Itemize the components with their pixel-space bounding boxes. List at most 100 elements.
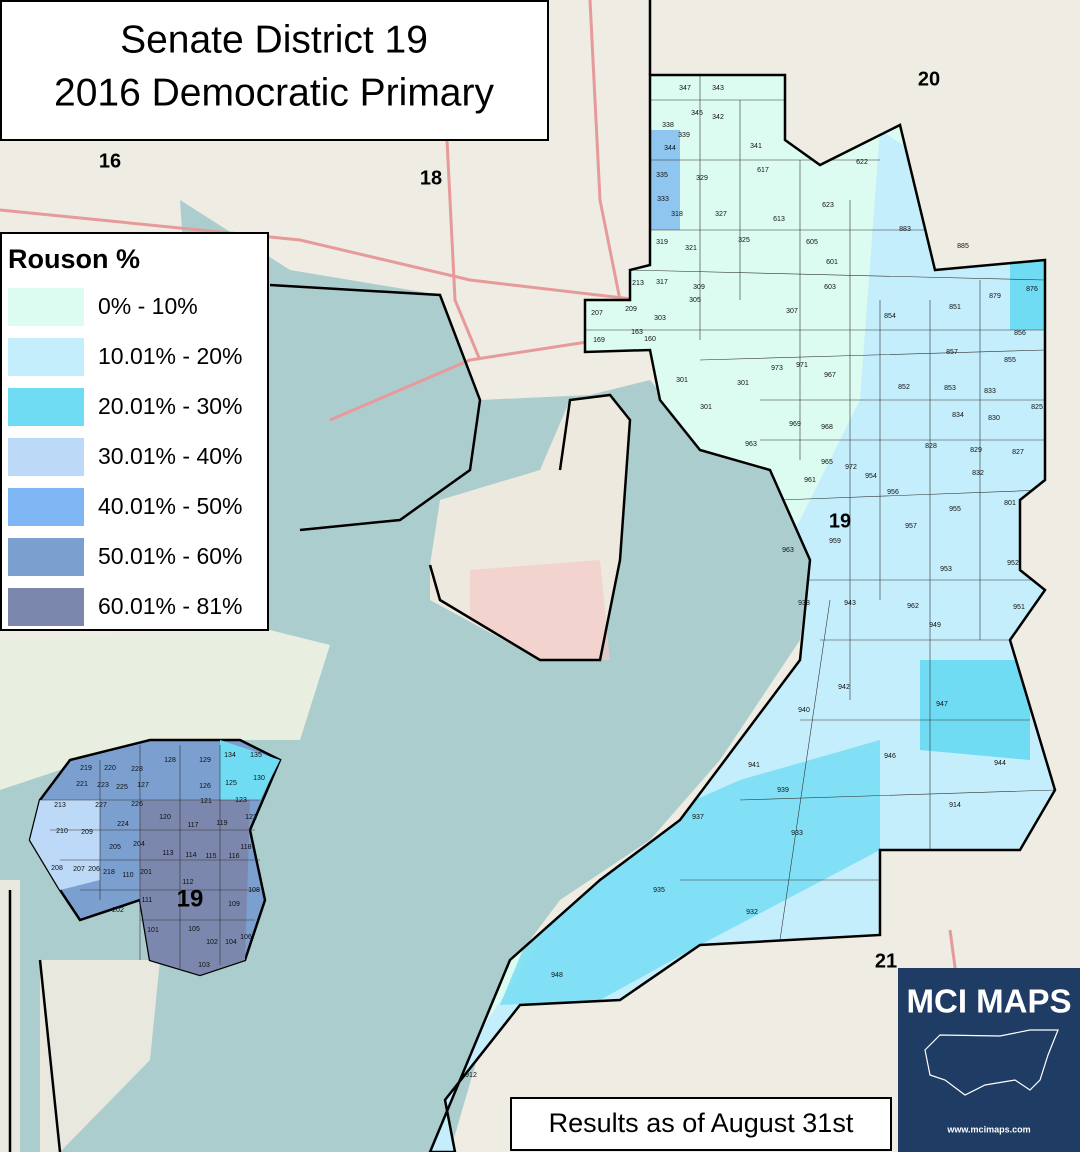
precinct-label: 106 [240, 934, 252, 941]
district-label: 20 [918, 68, 940, 90]
precinct-label: 971 [796, 362, 808, 369]
precinct-label: 832 [972, 470, 984, 477]
district-label: 18 [420, 167, 442, 189]
precinct-lines [40, 745, 260, 970]
precinct-label: 885 [957, 243, 969, 250]
precinct-label: 207 [591, 310, 603, 317]
precinct-label: 307 [786, 308, 798, 315]
precinct-label: 617 [757, 167, 769, 174]
title-box [0, 0, 549, 141]
precinct-label: 224 [117, 821, 129, 828]
precinct-label: 202 [112, 907, 124, 914]
title: Senate District 19 [120, 18, 428, 61]
precinct-label: 828 [925, 443, 937, 450]
precinct-label: 121 [200, 798, 212, 805]
legend-label: 10.01% - 20% [98, 343, 242, 369]
precinct-label: 111 [142, 897, 153, 904]
precinct-label: 134 [224, 752, 236, 759]
legend-label: 30.01% - 40% [98, 443, 242, 469]
precinct-label: 129 [199, 757, 211, 764]
footer-box [510, 1097, 892, 1151]
precinct-label: 962 [907, 603, 919, 610]
precinct-label: 126 [199, 783, 211, 790]
precinct-label: 305 [689, 297, 701, 304]
precinct-label: 123 [235, 797, 247, 804]
logo-name: MCI MAPS [907, 983, 1072, 1020]
precinct-label: 130 [253, 775, 265, 782]
precinct-label: 125 [225, 780, 237, 787]
precinct-label: 317 [656, 279, 668, 286]
precinct-label: 603 [824, 284, 836, 291]
logo-box [898, 968, 1080, 1152]
precinct-label: 932 [746, 909, 758, 916]
precinct-label: 952 [1007, 560, 1019, 567]
precinct-label: 943 [844, 600, 856, 607]
precinct-label: 119 [216, 820, 227, 827]
legend-label: 60.01% - 81% [98, 593, 242, 619]
precinct-label: 213 [632, 280, 644, 287]
precinct-label: 949 [929, 622, 941, 629]
legend-label: 40.01% - 50% [98, 493, 242, 519]
precinct-label: 127 [137, 782, 149, 789]
precinct-label: 963 [782, 547, 794, 554]
precinct-label: 108 [248, 887, 260, 894]
precinct-label: 856 [1014, 330, 1026, 337]
land [0, 630, 330, 790]
district-label: 16 [99, 150, 121, 172]
precinct-label: 210 [56, 828, 68, 835]
land [0, 880, 160, 1152]
precinct-label: 953 [940, 566, 952, 573]
precinct-label: 319 [656, 239, 668, 246]
precinct-label: 825 [1031, 404, 1043, 411]
precinct-label: 209 [81, 829, 93, 836]
air-base [470, 560, 610, 660]
legend-title: Rouson % [8, 244, 140, 274]
precinct-label: 218 [103, 869, 115, 876]
precinct-label: 160 [644, 336, 656, 343]
precinct-label: 961 [804, 477, 816, 484]
precinct-label: 318 [671, 211, 683, 218]
precinct-label: 122 [245, 814, 257, 821]
precinct-label: 613 [773, 216, 785, 223]
precinct-label: 207 [73, 866, 85, 873]
precinct-label: 115 [205, 853, 216, 860]
precinct-label: 223 [97, 782, 109, 789]
precinct-labels: 347 343 345 342 339 341 338 344 335 329 617 622 333 3… [51, 85, 1043, 1079]
district-label: 19 [829, 510, 851, 532]
precinct-label: 343 [712, 85, 724, 92]
district-labels: 16 18 20 19 19 21 [99, 68, 940, 972]
precinct-label: 876 [1026, 286, 1038, 293]
precinct-label: 935 [653, 887, 665, 894]
precinct-label: 959 [829, 538, 841, 545]
precinct-label: 118 [240, 844, 251, 851]
precinct-label: 113 [162, 850, 173, 857]
precinct-label: 937 [692, 814, 704, 821]
legend: Rouson % 0% - 10% 10.01% - 20% 20.01% - 30… [0, 232, 269, 631]
precinct-label: 623 [822, 202, 834, 209]
precinct-label: 104 [225, 939, 237, 946]
precinct-label: 221 [76, 781, 88, 788]
precinct-label: 338 [662, 122, 674, 129]
precinct-label: 301 [737, 380, 749, 387]
precinct-label: 227 [95, 802, 107, 809]
precinct-label: 969 [789, 421, 801, 428]
precinct-label: 972 [845, 464, 857, 471]
precinct-label: 853 [944, 385, 956, 392]
legend-swatch [8, 438, 84, 476]
precinct-label: 205 [109, 844, 121, 851]
precinct-label: 967 [824, 372, 836, 379]
precinct-label: 109 [228, 901, 240, 908]
precinct-label: 834 [952, 412, 964, 419]
precinct-label: 101 [147, 927, 159, 934]
precinct-label: 955 [949, 506, 961, 513]
precinct-label: 339 [678, 132, 690, 139]
precinct-label: 857 [946, 349, 958, 356]
legend-label: 20.01% - 30% [98, 393, 242, 419]
precinct-label: 601 [826, 259, 838, 266]
precinct-label: 219 [80, 765, 92, 772]
legend-swatch [8, 588, 84, 626]
precinct-label: 944 [994, 760, 1006, 767]
precinct-label: 128 [164, 757, 176, 764]
district-19-west-edge [220, 740, 280, 800]
